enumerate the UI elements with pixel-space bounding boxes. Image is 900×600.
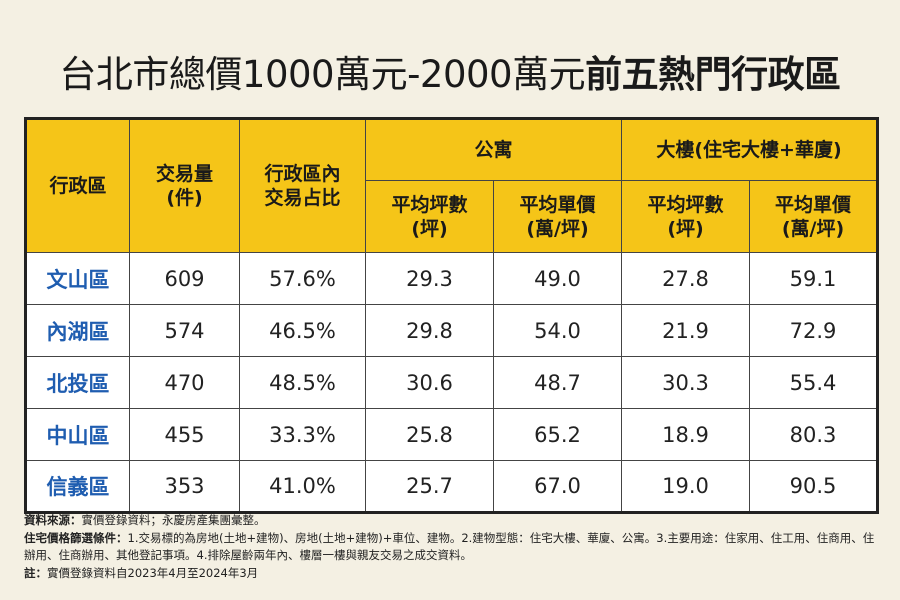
cell-volume: 455 — [129, 408, 240, 461]
cell-bld-price: 72.9 — [749, 304, 879, 357]
table-row: 內湖區 574 46.5% 29.8 54.0 21.9 72.9 — [25, 304, 879, 357]
cell-district: 文山區 — [25, 252, 130, 305]
header-share: 行政區內 交易占比 — [239, 118, 366, 253]
header-apt-avg-size: 平均坪數 (坪) — [365, 180, 494, 253]
cell-volume: 574 — [129, 304, 240, 357]
note-label: 註： — [24, 565, 47, 580]
cell-apt-price: 49.0 — [492, 252, 623, 305]
criteria-text: 1.交易標的為房地(土地+建物)、房地(土地+建物)+車位、建物。2.建物型態：… — [24, 530, 875, 563]
source-note: 資料來源：實價登錄資料；永慶房產集團彙整。 — [24, 512, 880, 530]
cell-apt-price: 67.0 — [492, 460, 623, 513]
source-label: 資料來源： — [24, 513, 82, 527]
district-table: 行政區 交易量 (件) 行政區內 交易占比 公寓 大樓(住宅大樓+華廈) 平均坪… — [24, 117, 880, 514]
criteria-note: 住宅價格篩選條件：1.交易標的為房地(土地+建物)、房地(土地+建物)+車位、建… — [24, 530, 880, 565]
table-row: 中山區 455 33.3% 25.8 65.2 18.9 80.3 — [25, 408, 879, 461]
title-highlight: 前五熱門行政區 — [585, 53, 841, 96]
cell-volume: 470 — [129, 356, 240, 409]
source-text: 實價登錄資料；永慶房產集團彙整。 — [81, 513, 266, 527]
cell-district: 信義區 — [25, 460, 130, 513]
footnotes: 資料來源：實價登錄資料；永慶房產集團彙整。 住宅價格篩選條件：1.交易標的為房地… — [24, 512, 880, 582]
cell-district: 內湖區 — [25, 304, 130, 357]
header-apt-avg-price: 平均單價 (萬/坪) — [492, 180, 623, 253]
cell-bld-size: 21.9 — [621, 304, 751, 357]
cell-apt-size: 30.6 — [365, 356, 494, 409]
cell-apt-price: 48.7 — [492, 356, 623, 409]
cell-apt-size: 29.8 — [365, 304, 494, 357]
cell-apt-size: 25.8 — [365, 408, 494, 461]
cell-apt-size: 29.3 — [365, 252, 494, 305]
cell-bld-size: 27.8 — [621, 252, 751, 305]
header-district: 行政區 — [25, 118, 130, 253]
cell-share: 41.0% — [239, 460, 366, 513]
cell-bld-price: 90.5 — [749, 460, 879, 513]
cell-district: 北投區 — [25, 356, 130, 409]
cell-volume: 353 — [129, 460, 240, 513]
table-row: 北投區 470 48.5% 30.6 48.7 30.3 55.4 — [25, 356, 879, 409]
cell-share: 48.5% — [239, 356, 366, 409]
cell-bld-price: 59.1 — [749, 252, 879, 305]
cell-bld-price: 55.4 — [749, 356, 879, 409]
cell-share: 57.6% — [239, 252, 366, 305]
table-row: 信義區 353 41.0% 25.7 67.0 19.0 90.5 — [25, 460, 879, 513]
header-volume: 交易量 (件) — [129, 118, 240, 253]
page-title: 台北市總價1000萬元-2000萬元前五熱門行政區 — [0, 52, 900, 98]
date-note: 註：實價登錄資料自2023年4月至2024年3月 — [24, 565, 880, 583]
header-building-group: 大樓(住宅大樓+華廈) — [621, 118, 879, 181]
cell-apt-size: 25.7 — [365, 460, 494, 513]
title-main: 台北市總價1000萬元-2000萬元 — [59, 53, 586, 96]
cell-share: 46.5% — [239, 304, 366, 357]
header-bld-avg-size: 平均坪數 (坪) — [621, 180, 751, 253]
cell-apt-price: 54.0 — [492, 304, 623, 357]
cell-share: 33.3% — [239, 408, 366, 461]
criteria-label: 住宅價格篩選條件： — [24, 530, 128, 545]
cell-bld-size: 18.9 — [621, 408, 751, 461]
cell-bld-size: 19.0 — [621, 460, 751, 513]
table-row: 文山區 609 57.6% 29.3 49.0 27.8 59.1 — [25, 252, 879, 305]
header-apartment-group: 公寓 — [364, 118, 623, 181]
cell-apt-price: 65.2 — [492, 408, 623, 461]
cell-volume: 609 — [129, 252, 240, 305]
cell-bld-size: 30.3 — [621, 356, 751, 409]
header-bld-avg-price: 平均單價 (萬/坪) — [749, 180, 879, 253]
cell-bld-price: 80.3 — [749, 408, 879, 461]
cell-district: 中山區 — [25, 408, 130, 461]
note-text: 實價登錄資料自2023年4月至2024年3月 — [47, 565, 259, 580]
